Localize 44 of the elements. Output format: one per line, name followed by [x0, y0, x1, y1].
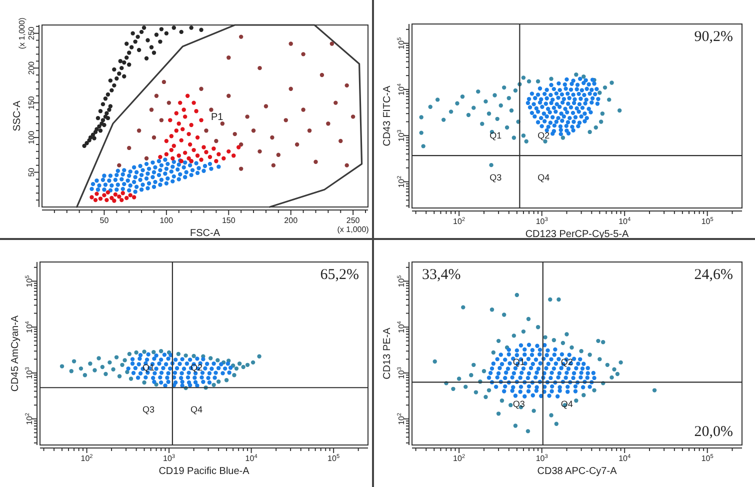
annotation: 24,6%: [694, 267, 733, 284]
x-tick-label: 10$^{3}$: [536, 217, 548, 226]
annotation: Q1: [490, 130, 502, 141]
x-tick-label: 200: [284, 216, 298, 225]
y-axis-title: CD45 AmCyan-A: [10, 315, 21, 392]
annotation: 33,4%: [422, 267, 461, 284]
x-tick-label: 50: [100, 216, 110, 225]
y-tick-label: 250 (x 1,000): [17, 17, 36, 50]
x-tick-label: 10$^{2}$: [453, 454, 466, 463]
annotation: Q4: [538, 172, 550, 183]
x-axis-title: CD38 APC-Cy7-A: [537, 466, 618, 477]
y-axis-title: SSC-A: [12, 100, 23, 132]
y-tick-label: 200: [27, 60, 36, 75]
y-tick-label: 100: [27, 130, 36, 144]
x-tick-label: 10$^{2}$: [453, 217, 466, 226]
x-tick-label: 10$^{5}$: [328, 454, 340, 463]
x-tick-label: 10$^{4}$: [245, 454, 258, 463]
annotation: P1: [210, 112, 224, 123]
x-tick-label: 150: [222, 216, 236, 225]
annotation: 65,2%: [320, 267, 359, 284]
annotation: Q4: [560, 400, 573, 410]
y-axis-title: CD13 PE-A: [382, 327, 393, 380]
annotation: Q3: [512, 400, 525, 410]
x-tick-label: 10$^{5}$: [701, 454, 714, 463]
y-tick-label: 150: [27, 96, 36, 110]
x-tick-label: 10$^{4}$: [618, 217, 631, 226]
x-axis-title: CD19 Pacific Blue-A: [158, 466, 250, 477]
x-tick-label: 10$^{3}$: [163, 454, 176, 463]
x-tick-label: 100: [160, 216, 174, 225]
x-axis-title: FSC-A: [190, 228, 220, 239]
x-tick-label: 10$^{3}$: [536, 454, 548, 463]
x-tick-label: 250 (x 1,000): [337, 216, 370, 234]
y-tick-label: 50: [27, 167, 36, 177]
annotation: Q2: [538, 130, 550, 141]
x-tick-label: 10$^{5}$: [701, 217, 714, 226]
annotation: 20,0%: [694, 424, 733, 440]
y-axis-title: CD43 FITC-A: [382, 85, 393, 146]
annotation: Q3: [490, 172, 502, 183]
annotation: Q3: [142, 405, 154, 416]
annotation: 90,2%: [694, 29, 733, 46]
x-tick-label: 10$^{2}$: [80, 454, 93, 463]
annotation: Q4: [190, 405, 202, 416]
x-axis-title: CD123 PerCP-Cy5-5-A: [525, 229, 630, 240]
x-tick-label: 10$^{4}$: [618, 454, 631, 463]
